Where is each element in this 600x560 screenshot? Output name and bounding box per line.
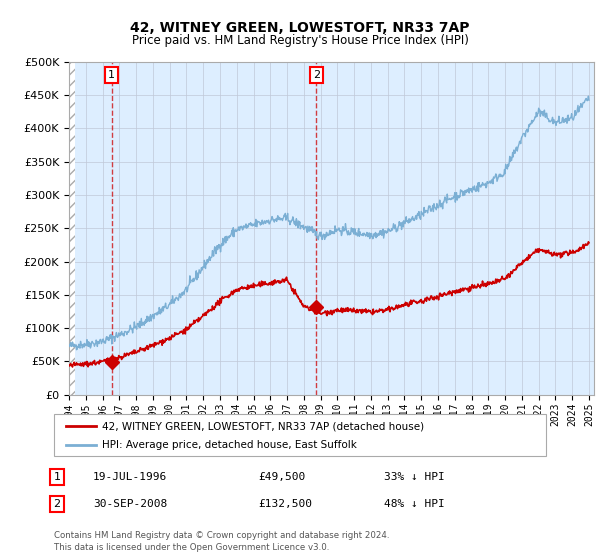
Text: 30-SEP-2008: 30-SEP-2008 bbox=[93, 499, 167, 509]
Text: £49,500: £49,500 bbox=[258, 472, 305, 482]
Text: 42, WITNEY GREEN, LOWESTOFT, NR33 7AP (detached house): 42, WITNEY GREEN, LOWESTOFT, NR33 7AP (d… bbox=[102, 421, 424, 431]
Text: 2: 2 bbox=[313, 70, 320, 80]
Text: 1: 1 bbox=[108, 70, 115, 80]
Text: Price paid vs. HM Land Registry's House Price Index (HPI): Price paid vs. HM Land Registry's House … bbox=[131, 34, 469, 46]
Text: 33% ↓ HPI: 33% ↓ HPI bbox=[384, 472, 445, 482]
Text: 42, WITNEY GREEN, LOWESTOFT, NR33 7AP: 42, WITNEY GREEN, LOWESTOFT, NR33 7AP bbox=[130, 21, 470, 35]
Text: 48% ↓ HPI: 48% ↓ HPI bbox=[384, 499, 445, 509]
Text: This data is licensed under the Open Government Licence v3.0.: This data is licensed under the Open Gov… bbox=[54, 543, 329, 552]
Bar bbox=[69, 62, 75, 395]
Text: HPI: Average price, detached house, East Suffolk: HPI: Average price, detached house, East… bbox=[102, 440, 357, 450]
Text: 2: 2 bbox=[53, 499, 61, 509]
Text: 19-JUL-1996: 19-JUL-1996 bbox=[93, 472, 167, 482]
Text: £132,500: £132,500 bbox=[258, 499, 312, 509]
Text: 1: 1 bbox=[53, 472, 61, 482]
Text: Contains HM Land Registry data © Crown copyright and database right 2024.: Contains HM Land Registry data © Crown c… bbox=[54, 531, 389, 540]
